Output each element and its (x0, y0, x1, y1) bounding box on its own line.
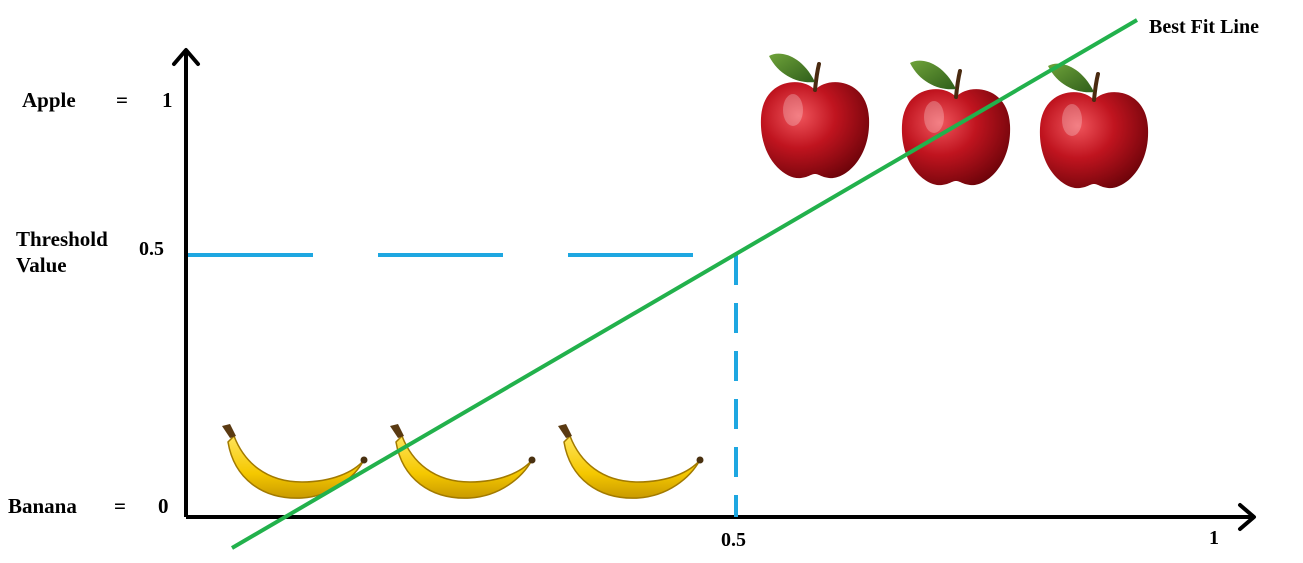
banana-icon (389, 423, 537, 499)
apple-label: Apple (22, 88, 76, 112)
banana-equals: = (114, 494, 126, 518)
threshold-label-line2: Value (16, 253, 67, 277)
banana-icon (221, 423, 369, 499)
y-axis-arrow (172, 48, 200, 66)
banana-label: Banana (8, 494, 77, 518)
apple-icon (1037, 61, 1151, 191)
banana-icon (557, 423, 705, 499)
banana-value: 0 (158, 494, 169, 518)
x-axis-arrow (1238, 503, 1256, 531)
x-tick-label-one: 1 (1209, 527, 1219, 549)
apple-icon (758, 51, 872, 181)
best-fit-label: Best Fit Line (1149, 16, 1259, 38)
apple-value: 1 (162, 88, 173, 112)
apple-equals: = (116, 88, 128, 112)
x-tick-label-half: 0.5 (721, 529, 746, 551)
best-fit-line (230, 18, 1139, 550)
threshold-label-line1: Threshold (16, 227, 108, 251)
apple-icon (899, 58, 1013, 188)
threshold-value-label: 0.5 (139, 238, 164, 260)
